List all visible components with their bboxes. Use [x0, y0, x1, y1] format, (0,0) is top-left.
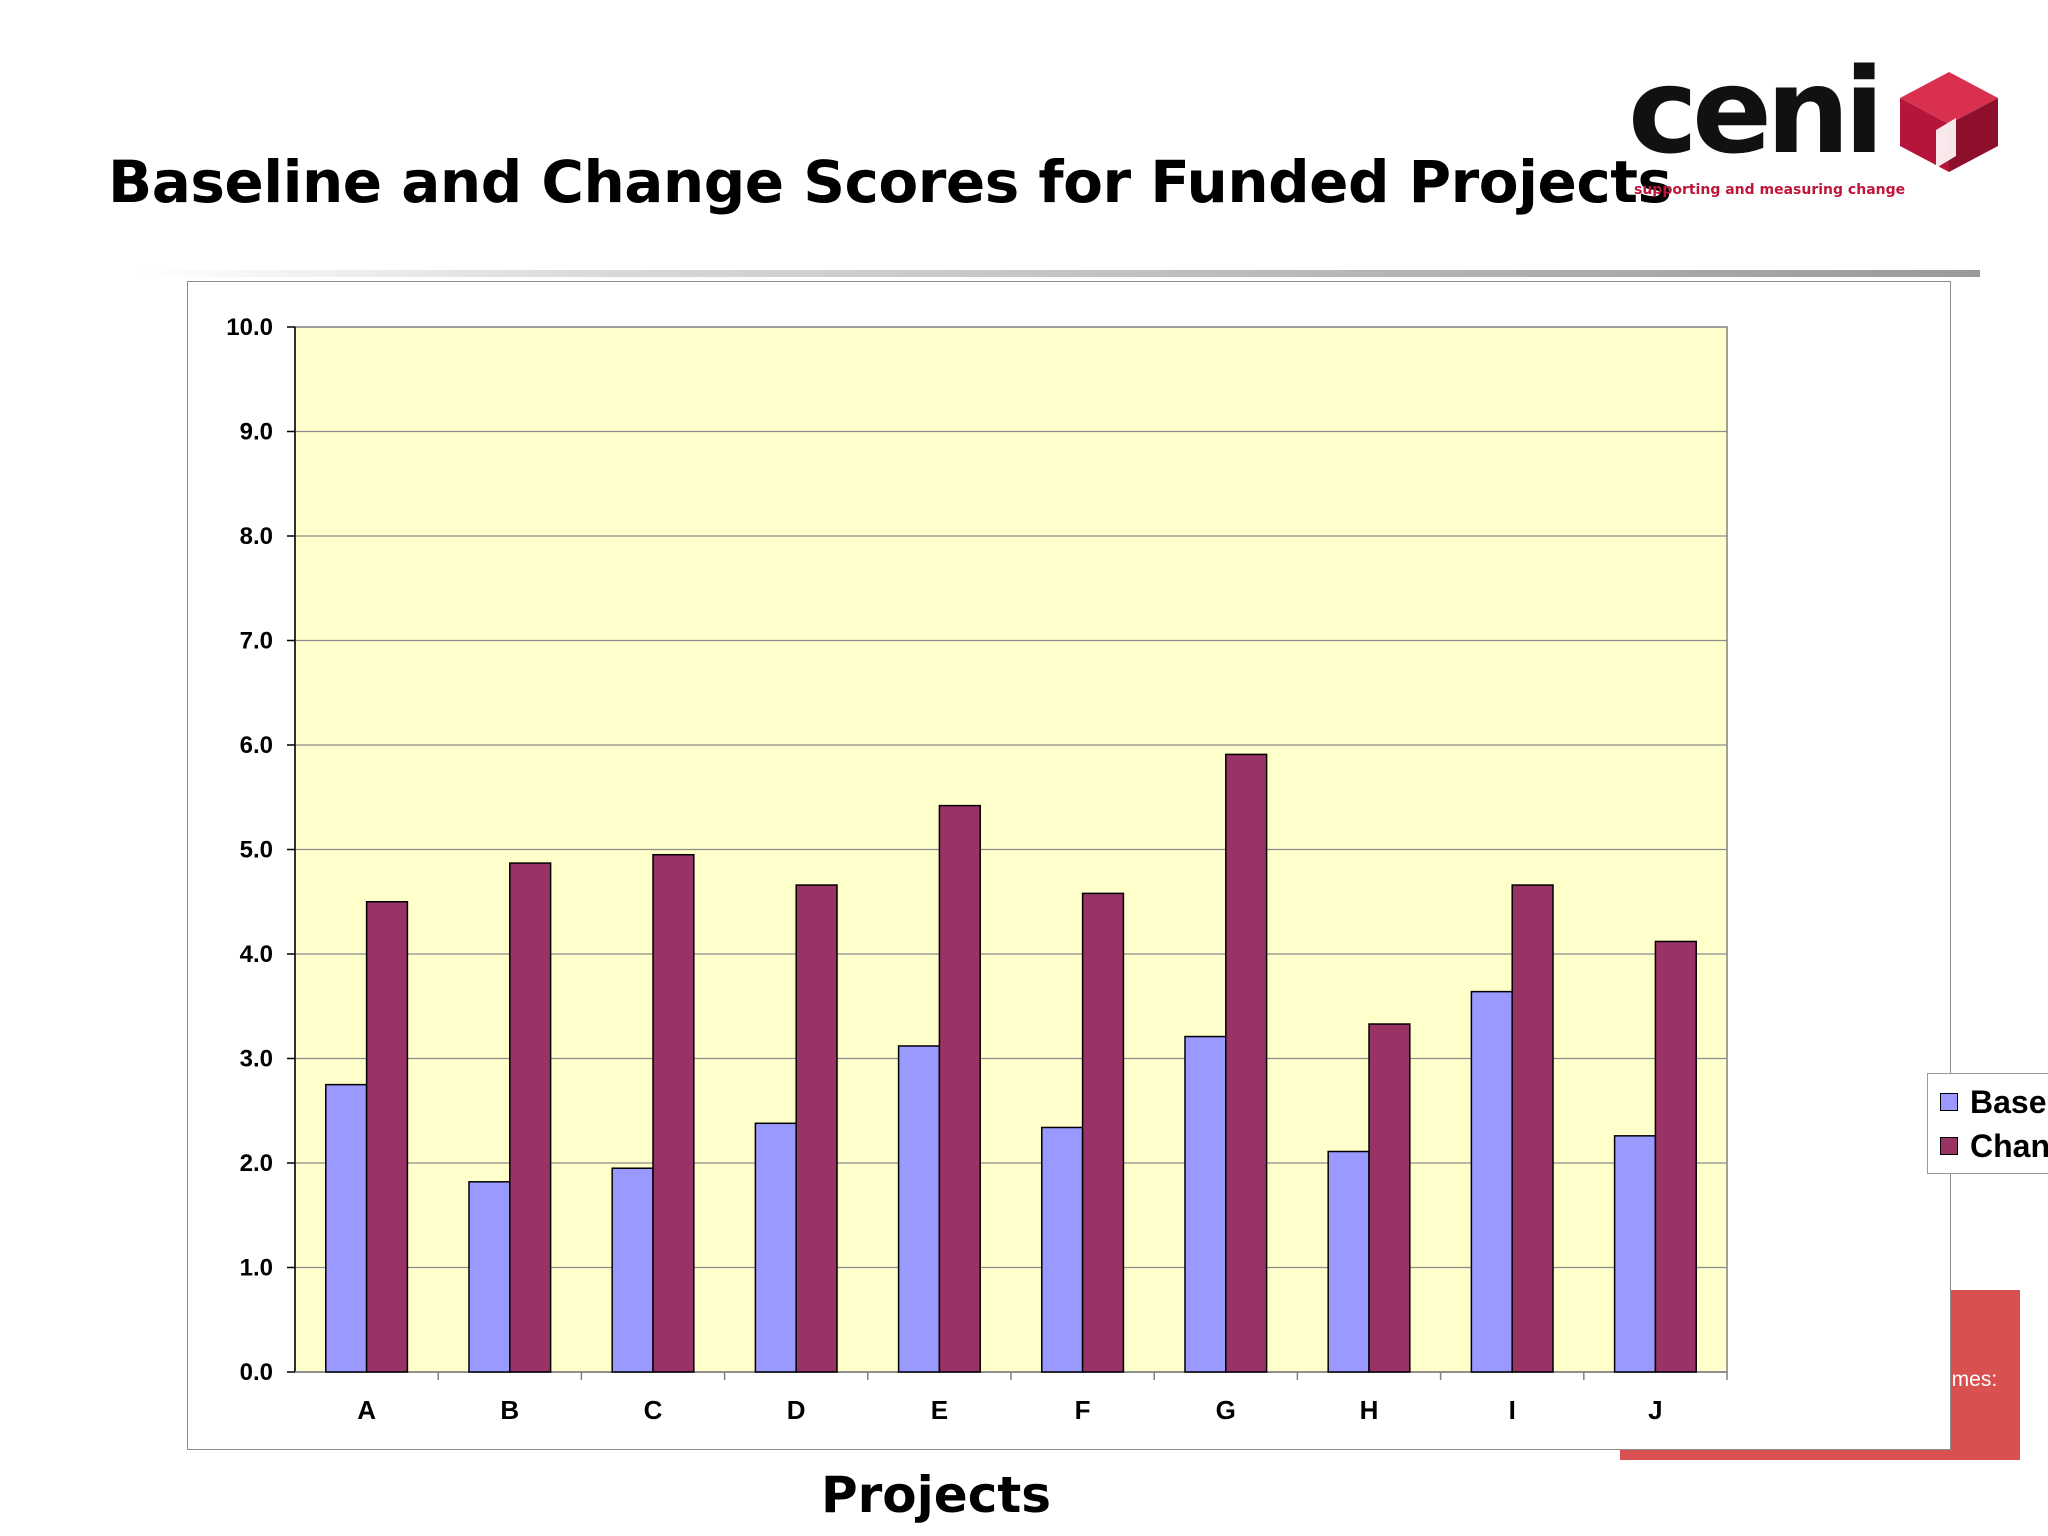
bar-change-j — [1654, 940, 1697, 1373]
y-tick-label: 4.0 — [240, 941, 273, 968]
legend-label-baseline: Baseline — [1970, 1084, 2048, 1120]
x-tick-label: A — [357, 1395, 376, 1425]
y-tick-label: 8.0 — [240, 523, 273, 550]
ceni-logo: ceni supporting and measuring change — [1628, 52, 2008, 210]
y-tick-label: 7.0 — [240, 628, 273, 655]
x-tick-label: J — [1648, 1395, 1662, 1425]
x-tick-label: C — [644, 1395, 663, 1425]
cube-logo-icon — [1900, 72, 1998, 172]
y-tick-label: 2.0 — [240, 1150, 273, 1177]
bar-baseline-g — [1184, 1035, 1227, 1373]
logo-tagline: supporting and measuring change — [1634, 182, 1906, 198]
bar-baseline-i — [1470, 990, 1513, 1373]
y-tick-label: 10.0 — [226, 314, 273, 341]
bar-baseline-b — [468, 1181, 511, 1373]
bar-change-c — [652, 853, 695, 1373]
slide-title: Baseline and Change Scores for Funded Pr… — [108, 148, 1672, 216]
bar-change-b — [509, 862, 552, 1373]
x-tick-label: D — [787, 1395, 806, 1425]
bar-change-f — [1081, 892, 1125, 1373]
header-divider — [140, 270, 1980, 277]
chart-legend: Baseline Change — [1927, 1073, 2048, 1174]
x-tick-label: F — [1075, 1395, 1091, 1425]
legend-label-change: Change — [1970, 1128, 2048, 1164]
bar-change-e — [938, 804, 981, 1373]
legend-swatch-baseline — [1940, 1093, 1958, 1111]
x-tick-label: B — [500, 1395, 519, 1425]
x-tick-label: I — [1509, 1395, 1516, 1425]
chart-frame: 0.0 1.0 2.0 3.0 4.0 5.0 6.0 7.0 8.0 9.0 10.0 A B C D E F… — [187, 281, 2048, 1450]
y-tick-label: 9.0 — [240, 419, 273, 446]
background-banner-text: omes: — [1940, 1368, 1998, 1391]
bar-change-g — [1225, 753, 1268, 1373]
y-tick-label: 6.0 — [240, 732, 273, 759]
logo-wordmark: ceni — [1628, 42, 1884, 180]
bar-baseline-f — [1041, 1126, 1084, 1373]
bar-baseline-j — [1613, 1135, 1657, 1373]
bar-baseline-h — [1327, 1150, 1370, 1373]
bar-chart: 0.0 1.0 2.0 3.0 4.0 5.0 6.0 7.0 8.0 9.0 10.0 A B C D E F… — [226, 314, 1728, 1425]
y-tick-label: 0.0 — [240, 1359, 273, 1386]
bar-baseline-c — [611, 1167, 654, 1373]
bar-change-i — [1511, 884, 1554, 1373]
bar-change-a — [365, 901, 409, 1373]
legend-item-change: Change — [1940, 1126, 2048, 1166]
bar-baseline-d — [754, 1122, 797, 1373]
x-tick-label: E — [931, 1395, 948, 1425]
x-axis-title: Projects — [820, 1466, 1051, 1524]
y-tick-label: 1.0 — [240, 1255, 273, 1282]
bar-change-h — [1368, 1023, 1411, 1373]
y-tick-label: 5.0 — [240, 837, 273, 864]
bar-baseline-a — [325, 1083, 368, 1373]
x-tick-label: G — [1216, 1395, 1236, 1425]
legend-item-baseline: Baseline — [1940, 1082, 2048, 1122]
bar-change-d — [795, 884, 838, 1373]
bar-baseline-e — [897, 1045, 941, 1373]
legend-swatch-change — [1940, 1137, 1958, 1155]
x-tick-label: H — [1360, 1395, 1379, 1425]
y-tick-label: 3.0 — [240, 1046, 273, 1073]
